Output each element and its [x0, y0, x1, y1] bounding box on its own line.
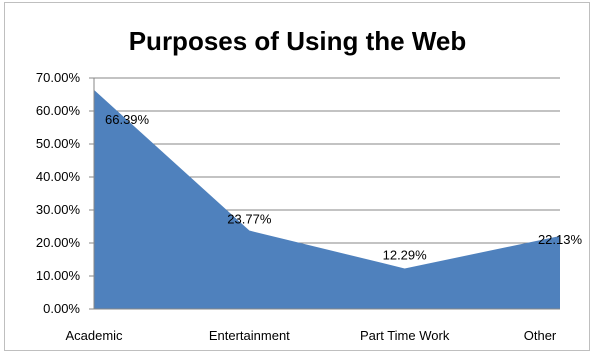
x-tick-label: Entertainment [209, 328, 290, 343]
x-tick-label: Part Time Work [360, 328, 450, 343]
y-tick-label: 40.00% [36, 169, 81, 184]
data-label: 12.29% [383, 247, 428, 262]
data-label: 23.77% [227, 212, 272, 227]
area-series [94, 89, 560, 310]
y-tick-label: 0.00% [43, 301, 80, 316]
x-tick-label: Academic [65, 328, 123, 343]
y-tick-label: 70.00% [36, 70, 81, 85]
x-tick-label: Other [524, 328, 557, 343]
y-tick-label: 10.00% [36, 268, 81, 283]
y-tick-label: 50.00% [36, 136, 81, 151]
y-tick-label: 30.00% [36, 202, 81, 217]
chart-title: Purposes of Using the Web [128, 26, 467, 56]
y-tick-label: 60.00% [36, 103, 81, 118]
y-tick-label: 20.00% [36, 235, 81, 250]
data-label: 22.13% [538, 232, 583, 247]
data-label: 66.39% [105, 112, 150, 127]
